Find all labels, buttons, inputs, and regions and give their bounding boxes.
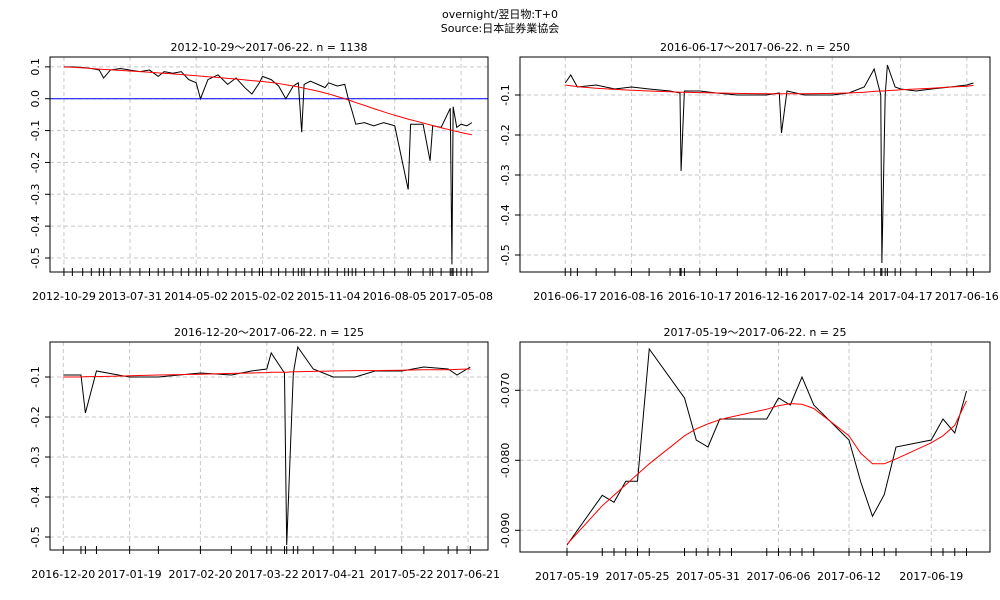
y-tick-label: -0.4 [29,215,42,236]
x-tick-label: 2012-10-29 [32,290,96,303]
x-tick-label: 2017-06-19 [899,570,963,583]
x-tick-label: 2017-06-12 [817,570,881,583]
x-tick-label: 2016-08-16 [599,290,663,303]
panel-title: 2016-12-20～2017-06-22. n = 125 [174,326,364,339]
x-tick-label: 2017-05-19 [535,570,599,583]
x-tick-label: 2017-04-17 [869,290,933,303]
x-tick-label: 2017-02-20 [168,568,232,581]
x-tick-label: 2014-05-02 [164,290,228,303]
y-tick-label: -0.1 [29,366,42,387]
y-tick-label: -0.3 [29,184,42,205]
y-tick-label: -0.1 [29,120,42,141]
x-tick-label: 2017-04-21 [301,568,365,581]
y-tick-label: 0.1 [29,58,42,76]
y-tick-label: -0.4 [499,204,512,225]
x-tick-label: 2017-05-22 [370,568,434,581]
y-tick-label: -0.3 [29,446,42,467]
plot-frame [519,56,991,273]
panel-title: 2012-10-29～2017-06-22. n = 1138 [170,41,367,54]
x-tick-label: 2017-05-25 [606,570,670,583]
x-tick-label: 2017-02-14 [800,290,864,303]
x-tick-label: 2017-06-16 [935,290,999,303]
plot-frame [49,341,489,551]
x-tick-label: 2017-06-06 [747,570,811,583]
x-tick-label: 2016-12-20 [31,568,95,581]
x-tick-label: 2013-07-31 [98,290,162,303]
y-tick-label: -0.090 [499,513,512,548]
y-tick-label: -0.2 [29,406,42,427]
x-tick-label: 2017-05-31 [676,570,740,583]
y-tick-label: -0.4 [29,486,42,507]
y-tick-label: -0.5 [499,244,512,265]
y-tick-label: 0.0 [29,90,42,108]
series-line [566,347,967,546]
y-tick-label: -0.1 [499,84,512,105]
panel-title: 2017-05-19～2017-06-22. n = 25 [663,326,846,339]
y-tick-label: -0.3 [499,164,512,185]
x-tick-label: 2016-10-17 [668,290,732,303]
x-tick-label: 2017-01-19 [98,568,162,581]
x-tick-label: 2017-05-08 [429,290,493,303]
series-line [565,84,974,95]
series-line [63,66,472,136]
x-tick-label: 2016-12-16 [734,290,798,303]
series-line [564,64,974,264]
y-tick-label: -0.5 [29,247,42,268]
chart-title: overnight/翌日物:T+0 [442,7,558,21]
series-line [566,400,967,545]
x-tick-label: 2016-06-17 [533,290,597,303]
y-tick-label: -0.2 [29,152,42,173]
x-tick-label: 2016-08-05 [363,290,427,303]
x-tick-label: 2015-11-04 [297,290,361,303]
y-tick-label: -0.2 [499,124,512,145]
plot-frame [519,341,991,553]
x-tick-label: 2017-03-22 [235,568,299,581]
panel-title: 2016-06-17～2017-06-22. n = 250 [660,41,850,54]
x-tick-label: 2015-02-02 [231,290,295,303]
y-tick-label: -0.070 [499,373,512,408]
chart-source: Source:日本証券業協会 [441,21,560,35]
x-tick-label: 2017-06-21 [436,568,500,581]
series-line [63,368,471,378]
plot-frame [49,56,489,273]
y-tick-label: -0.5 [29,526,42,547]
y-tick-label: -0.080 [499,443,512,478]
